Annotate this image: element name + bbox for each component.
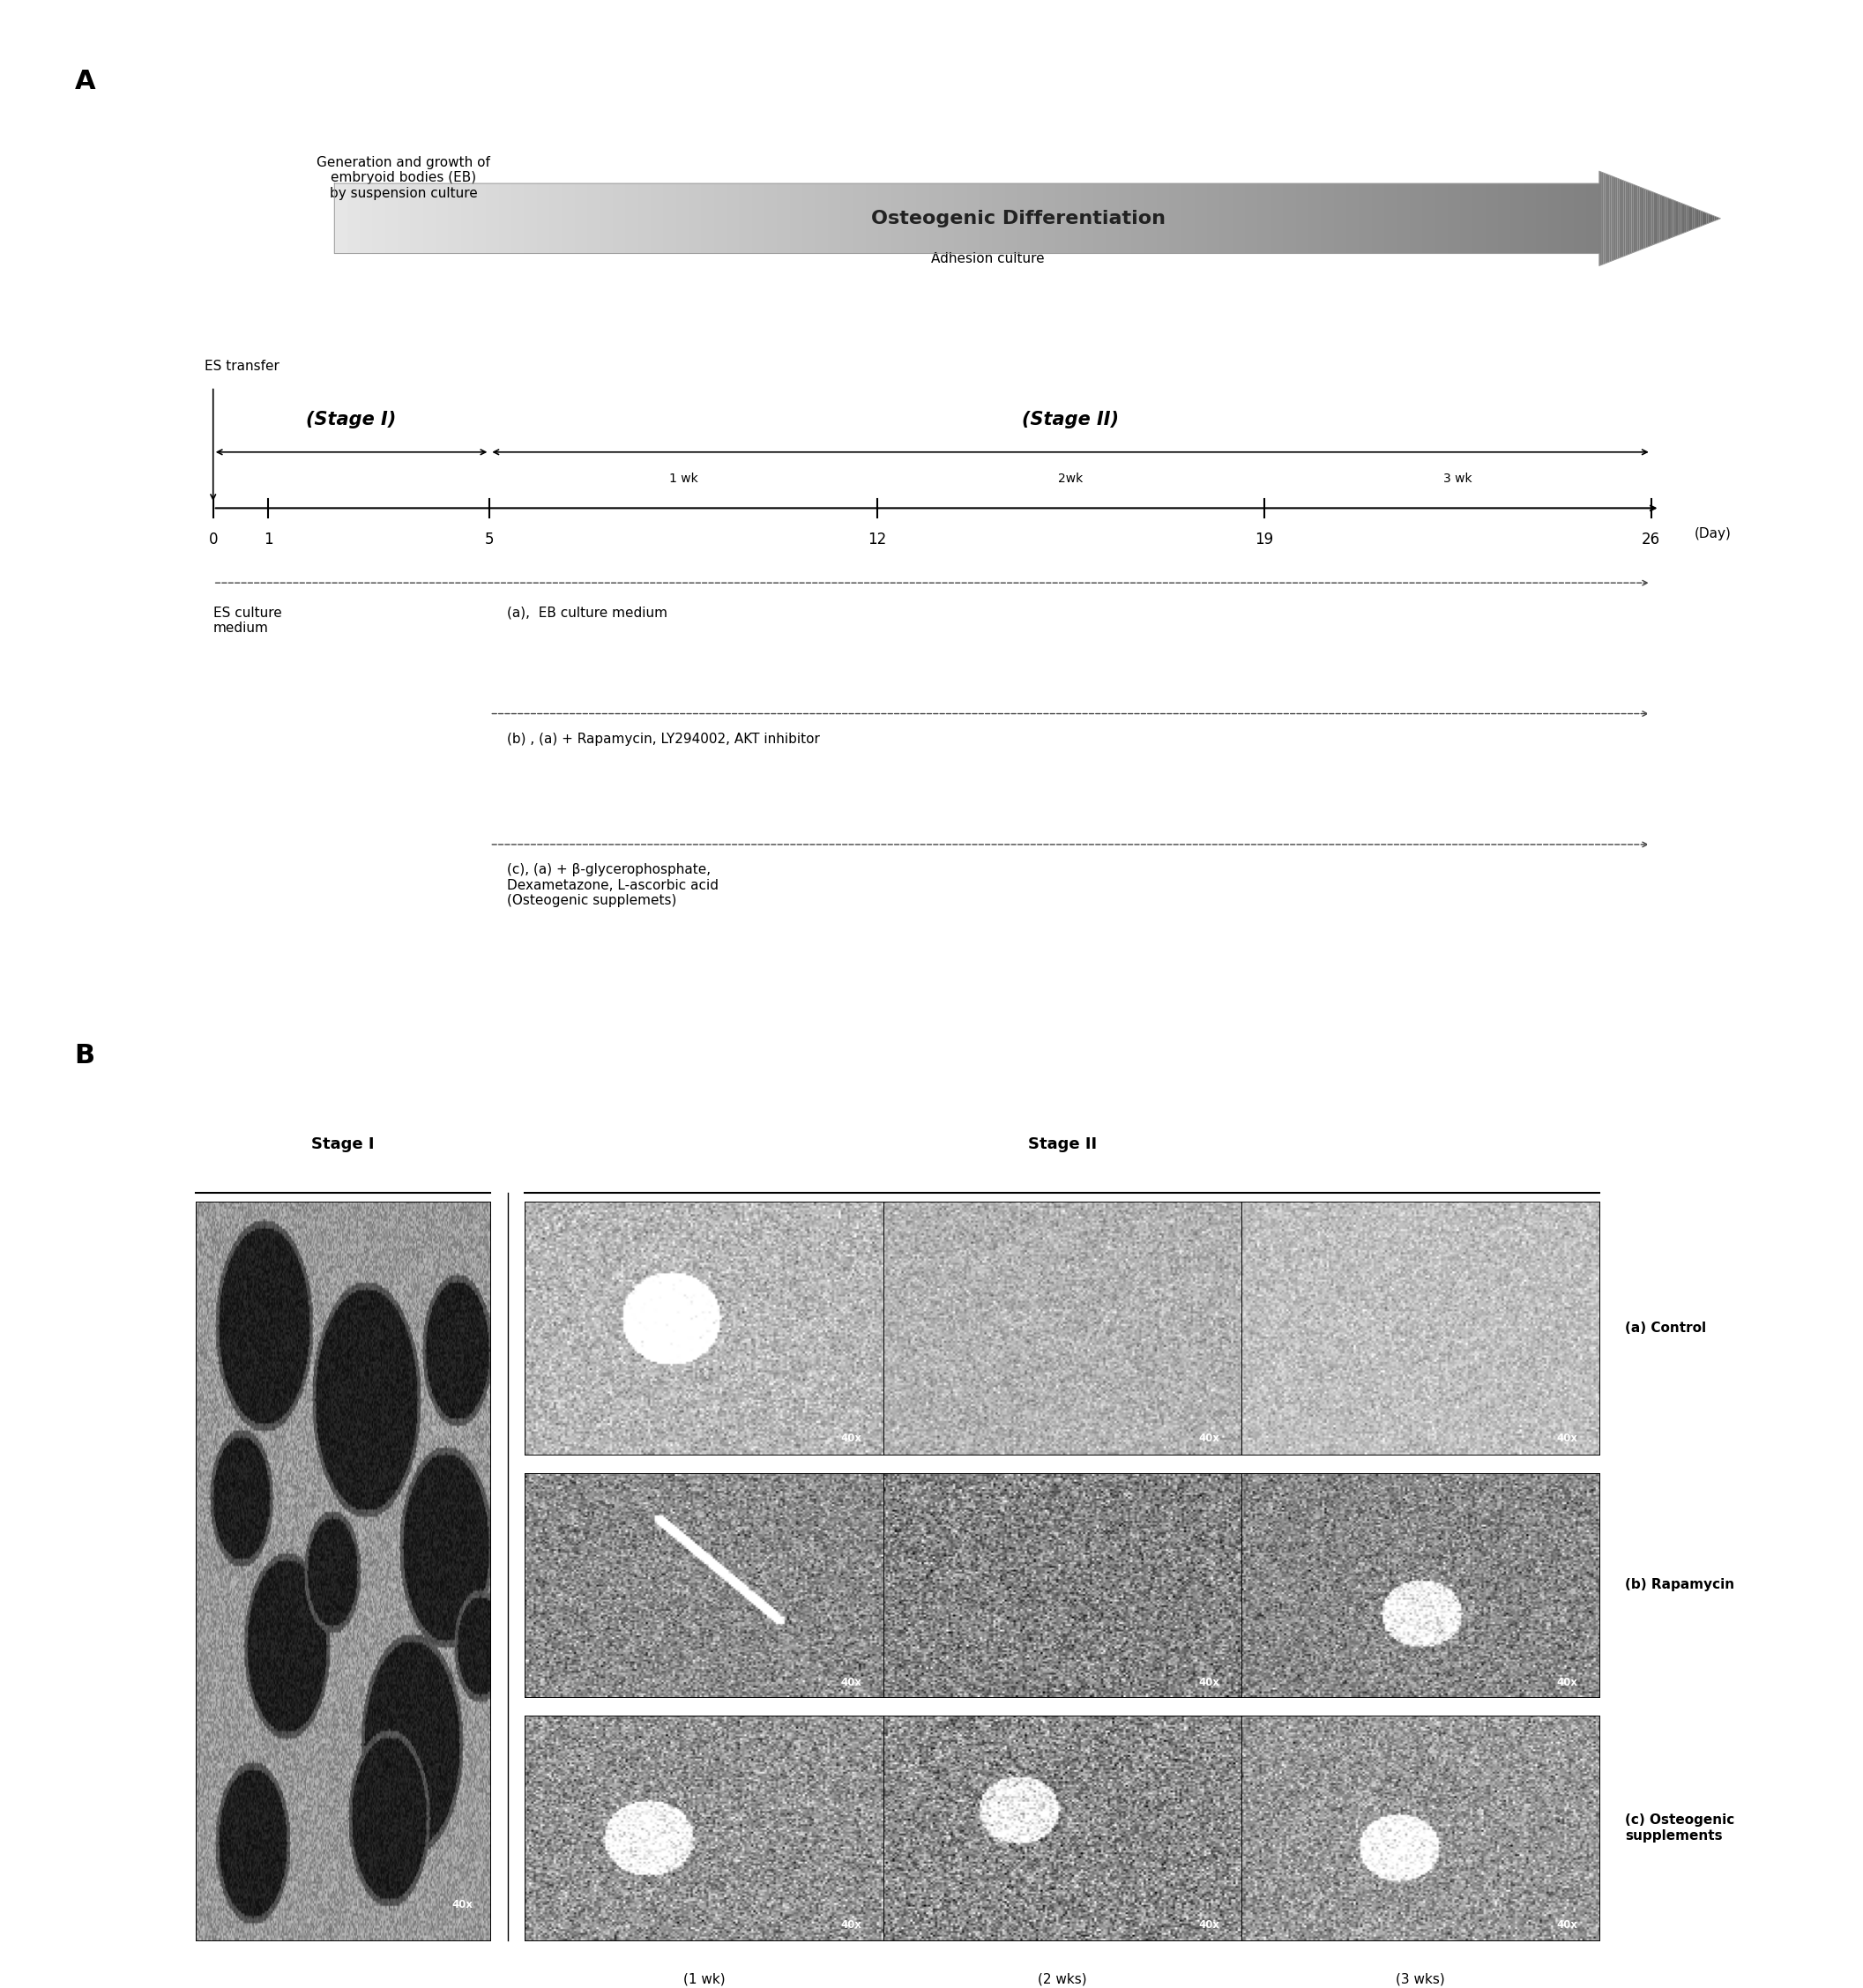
- Text: 12: 12: [868, 531, 887, 547]
- Polygon shape: [1677, 201, 1679, 237]
- Polygon shape: [1701, 211, 1703, 227]
- Text: Adhesion culture: Adhesion culture: [932, 252, 1043, 264]
- Text: 26: 26: [1641, 531, 1660, 547]
- Polygon shape: [1654, 193, 1656, 245]
- Text: (Stage II): (Stage II): [1023, 412, 1120, 429]
- Polygon shape: [1660, 195, 1662, 243]
- Text: 40x: 40x: [1557, 1920, 1578, 1930]
- Text: 40x: 40x: [1198, 1920, 1220, 1930]
- Text: 3 wk: 3 wk: [1444, 473, 1472, 485]
- Polygon shape: [1705, 213, 1707, 225]
- Text: 2wk: 2wk: [1058, 473, 1082, 485]
- Polygon shape: [1656, 193, 1658, 245]
- Text: 1: 1: [265, 531, 274, 547]
- Polygon shape: [1669, 199, 1671, 239]
- Text: 19: 19: [1254, 531, 1272, 547]
- Polygon shape: [1671, 199, 1675, 237]
- Text: 5: 5: [484, 531, 494, 547]
- Polygon shape: [1680, 203, 1682, 235]
- Polygon shape: [1662, 195, 1664, 241]
- Polygon shape: [1686, 205, 1688, 233]
- Polygon shape: [1630, 183, 1632, 254]
- Polygon shape: [1707, 213, 1708, 225]
- Polygon shape: [1606, 173, 1608, 264]
- Polygon shape: [1610, 175, 1611, 262]
- Polygon shape: [1652, 191, 1654, 245]
- Polygon shape: [1598, 171, 1600, 266]
- Polygon shape: [1608, 175, 1610, 262]
- Text: (c), (a) + β-glycerophosphate,
Dexametazone, L-ascorbic acid
(Osteogenic supplem: (c), (a) + β-glycerophosphate, Dexametaz…: [507, 863, 719, 907]
- Text: ES culture
medium: ES culture medium: [212, 606, 281, 634]
- Polygon shape: [1693, 209, 1695, 229]
- Polygon shape: [1695, 209, 1699, 229]
- Polygon shape: [1613, 177, 1615, 260]
- Text: Stage II: Stage II: [1028, 1137, 1097, 1153]
- Polygon shape: [1643, 189, 1645, 248]
- Text: (Stage I): (Stage I): [306, 412, 397, 429]
- Text: 40x: 40x: [1557, 1676, 1578, 1688]
- Polygon shape: [1692, 207, 1693, 229]
- Polygon shape: [1708, 215, 1710, 223]
- Text: (2 wks): (2 wks): [1038, 1972, 1086, 1986]
- Polygon shape: [1682, 203, 1684, 233]
- Polygon shape: [1664, 197, 1666, 241]
- Polygon shape: [1611, 175, 1613, 260]
- Text: 40x: 40x: [1198, 1676, 1220, 1688]
- Text: 40x: 40x: [451, 1899, 473, 1910]
- Polygon shape: [1679, 203, 1680, 235]
- Polygon shape: [1641, 187, 1643, 248]
- Text: (b) , (a) + Rapamycin, LY294002, AKT inhibitor: (b) , (a) + Rapamycin, LY294002, AKT inh…: [507, 732, 820, 746]
- Polygon shape: [1684, 205, 1686, 233]
- Text: 40x: 40x: [840, 1920, 861, 1930]
- Polygon shape: [1628, 183, 1630, 254]
- Polygon shape: [1632, 183, 1634, 252]
- Text: (Day): (Day): [1695, 527, 1731, 541]
- Text: B: B: [75, 1044, 95, 1070]
- Polygon shape: [1621, 179, 1623, 256]
- Polygon shape: [1667, 199, 1669, 239]
- Polygon shape: [1675, 201, 1677, 237]
- Text: (3 wks): (3 wks): [1395, 1972, 1444, 1986]
- Text: ES transfer: ES transfer: [205, 360, 279, 372]
- Polygon shape: [1639, 187, 1641, 250]
- Polygon shape: [1617, 179, 1619, 258]
- Text: 1 wk: 1 wk: [669, 473, 699, 485]
- Polygon shape: [1690, 207, 1692, 231]
- Polygon shape: [1615, 177, 1617, 260]
- Polygon shape: [1623, 181, 1626, 256]
- Polygon shape: [1699, 211, 1701, 227]
- Polygon shape: [1710, 215, 1712, 223]
- Text: Osteogenic Differentiation: Osteogenic Differentiation: [872, 209, 1166, 227]
- Text: (b) Rapamycin: (b) Rapamycin: [1625, 1578, 1734, 1592]
- Polygon shape: [1658, 195, 1660, 243]
- Polygon shape: [1619, 179, 1621, 258]
- Text: 0: 0: [209, 531, 218, 547]
- Text: (1 wk): (1 wk): [684, 1972, 725, 1986]
- Polygon shape: [1645, 189, 1647, 248]
- Polygon shape: [1638, 187, 1639, 250]
- Text: (a) Control: (a) Control: [1625, 1322, 1707, 1334]
- Polygon shape: [1712, 215, 1714, 221]
- Text: A: A: [75, 70, 95, 95]
- Polygon shape: [1716, 217, 1718, 221]
- Text: Generation and growth of
embryoid bodies (EB)
by suspension culture: Generation and growth of embryoid bodies…: [317, 155, 490, 201]
- Polygon shape: [1688, 207, 1690, 231]
- Text: 40x: 40x: [840, 1433, 861, 1443]
- Polygon shape: [1714, 217, 1716, 221]
- Polygon shape: [1636, 185, 1638, 252]
- Text: 40x: 40x: [1557, 1433, 1578, 1443]
- Polygon shape: [1600, 173, 1604, 264]
- Polygon shape: [1651, 191, 1652, 247]
- Polygon shape: [1604, 173, 1606, 264]
- Polygon shape: [1634, 185, 1636, 252]
- Text: (a),  EB culture medium: (a), EB culture medium: [507, 606, 667, 620]
- Polygon shape: [1666, 197, 1667, 241]
- Text: 40x: 40x: [840, 1676, 861, 1688]
- Polygon shape: [1626, 181, 1628, 256]
- Text: Stage I: Stage I: [311, 1137, 374, 1153]
- Text: 40x: 40x: [1198, 1433, 1220, 1443]
- Polygon shape: [1703, 211, 1705, 225]
- Text: (c) Osteogenic
supplements: (c) Osteogenic supplements: [1625, 1813, 1734, 1843]
- Polygon shape: [1647, 191, 1651, 247]
